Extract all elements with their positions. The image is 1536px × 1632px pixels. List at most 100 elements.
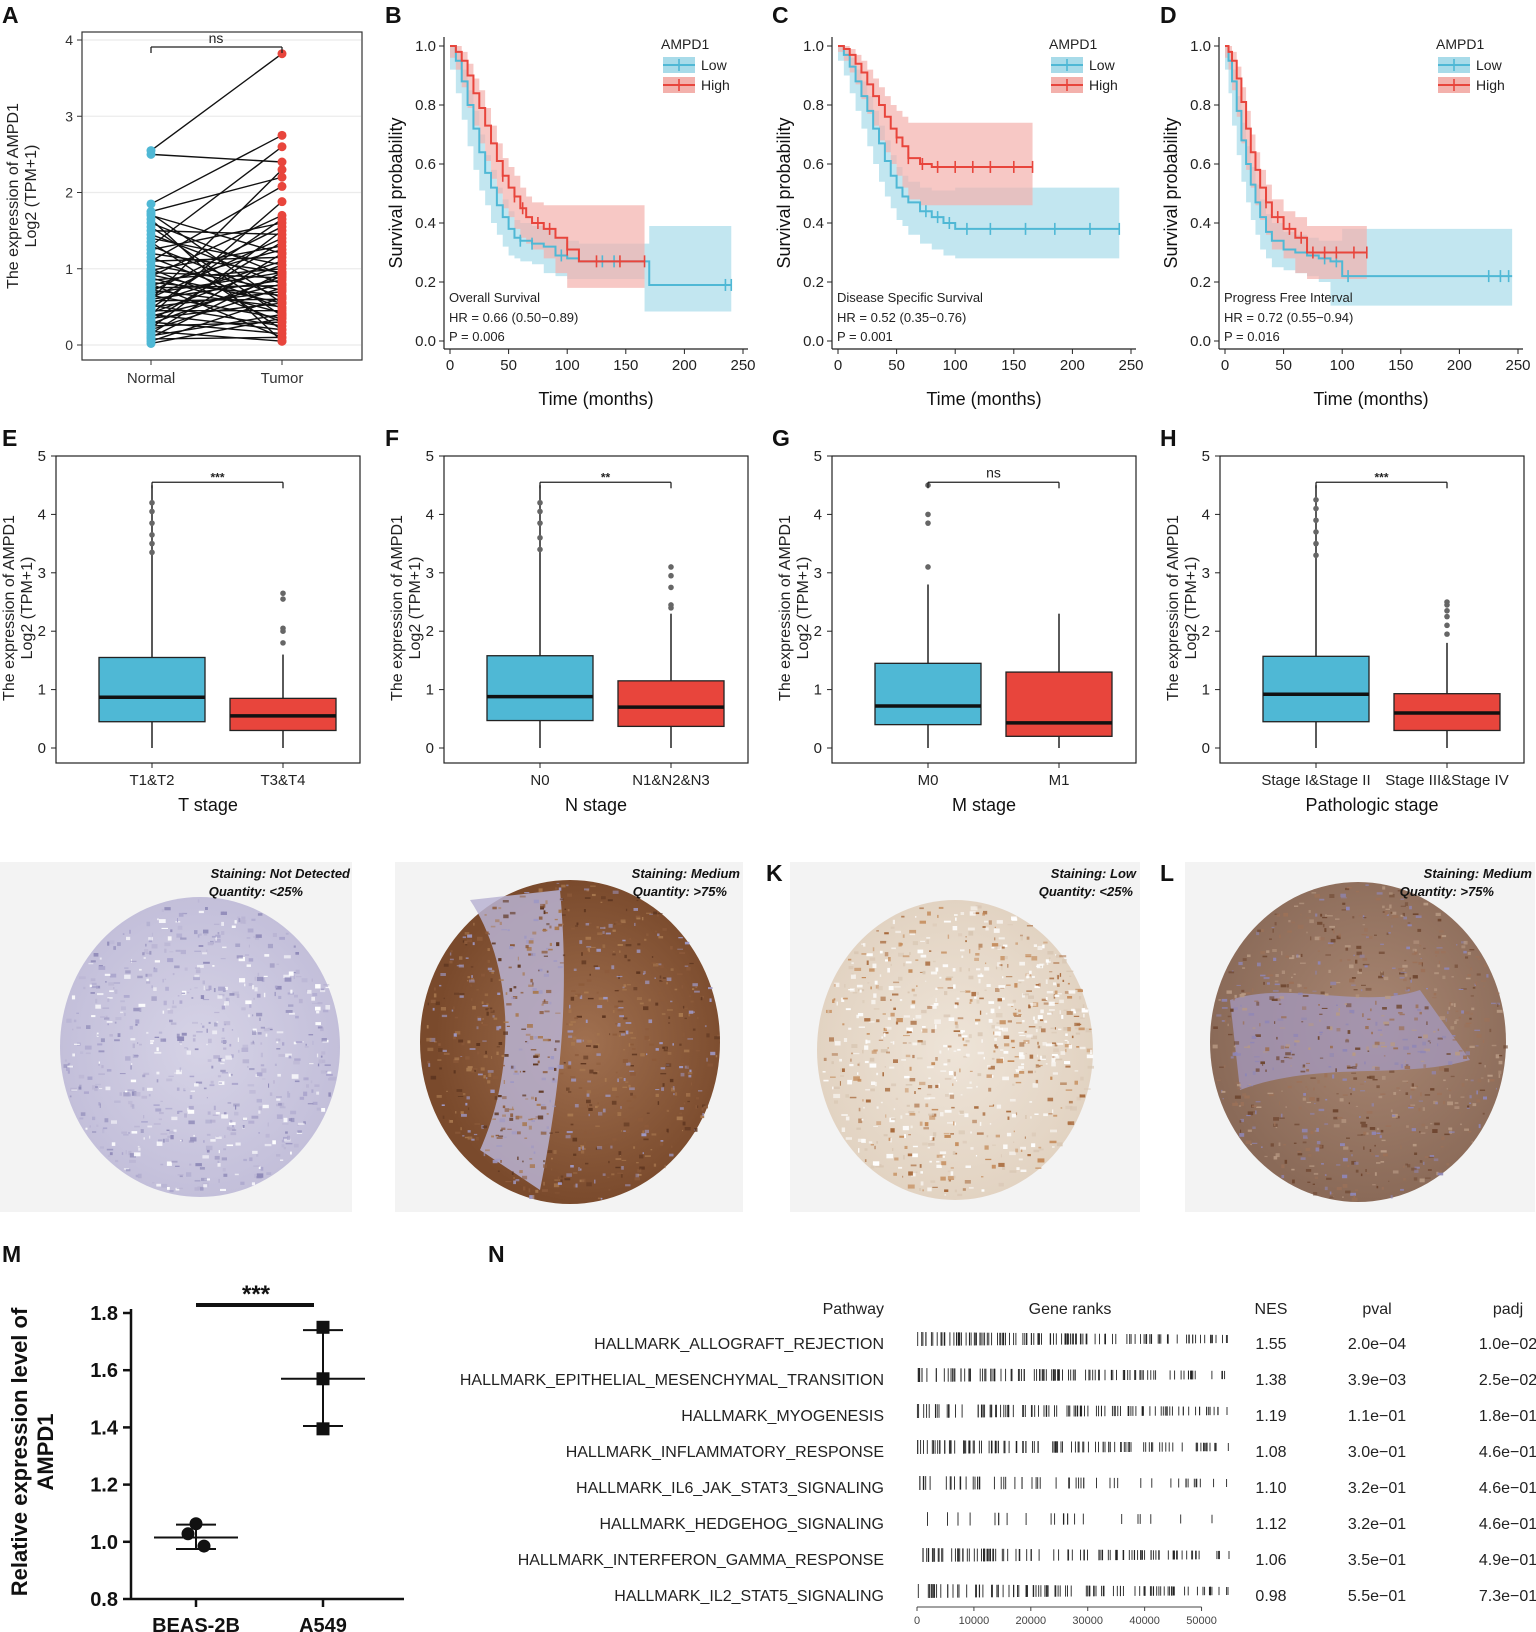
tissue-texture-mark [213, 923, 220, 925]
tissue-texture-mark [694, 990, 700, 993]
tissue-texture-mark [898, 942, 902, 947]
tissue-texture-mark [191, 997, 194, 999]
tissue-texture-mark [177, 1174, 184, 1176]
tissue-texture-mark [1288, 1057, 1293, 1060]
tissue-texture-mark [607, 1176, 610, 1178]
tissue-texture-mark [151, 985, 153, 989]
panel-label-a: A [2, 2, 19, 28]
tissue-texture-mark [496, 1137, 503, 1139]
panel-n-padj: 4.6e−01 [1479, 1480, 1536, 1497]
tissue-texture-mark [1433, 1030, 1436, 1033]
tissue-texture-mark [614, 990, 619, 992]
tissue-texture-mark [1298, 992, 1303, 995]
tissue-texture-mark [1264, 1020, 1270, 1024]
tissue-texture-mark [1045, 1063, 1048, 1065]
tissue-texture-mark [687, 1038, 693, 1040]
panel-label-n: N [488, 1241, 505, 1267]
panel-n-padj: 1.0e−02 [1479, 1336, 1536, 1353]
tissue-texture-mark [1459, 1112, 1461, 1114]
tissue-texture-mark [1269, 1093, 1275, 1096]
tissue-texture-mark [1068, 1100, 1073, 1104]
tissue-texture-mark [252, 1040, 254, 1044]
tissue-texture-mark [1247, 1085, 1253, 1087]
tissue-texture-mark [517, 964, 521, 968]
tissue-texture-mark [215, 1112, 220, 1115]
tissue-texture-mark [1419, 1011, 1422, 1015]
tissue-texture-mark [297, 1130, 302, 1134]
tissue-texture-mark [505, 1181, 512, 1183]
tissue-texture-mark [958, 933, 963, 937]
tissue-texture-mark [1039, 1019, 1044, 1022]
tissue-texture-mark [845, 1094, 849, 1098]
tissue-texture-mark [132, 1043, 135, 1049]
tissue-texture-mark [648, 998, 651, 1002]
tissue-texture-mark [1212, 1044, 1218, 1049]
tissue-texture-mark [582, 1146, 584, 1151]
tissue-texture-mark [465, 1102, 468, 1106]
tissue-texture-mark [1345, 1038, 1349, 1041]
tissue-texture-mark [320, 1070, 326, 1074]
panel-label-f: F [385, 425, 399, 451]
tissue-texture-mark [1391, 925, 1393, 928]
tissue-texture-mark [473, 922, 475, 926]
tissue-texture-mark [234, 920, 237, 924]
tissue-texture-mark [67, 1065, 73, 1068]
tissue-texture-mark [571, 1078, 577, 1082]
tissue-texture-mark [1498, 1070, 1502, 1075]
tissue-texture-mark [904, 1134, 906, 1139]
tissue-texture-mark [269, 1028, 273, 1031]
tissue-texture-mark [1068, 990, 1076, 994]
panel-n-pval: 5.5e−01 [1348, 1588, 1406, 1605]
panel-j-stroma [470, 890, 564, 1190]
tissue-texture-mark [912, 1042, 918, 1046]
tissue-texture-mark [146, 978, 149, 982]
tissue-texture-mark [1247, 1045, 1251, 1049]
tissue-texture-mark [830, 1076, 836, 1078]
tissue-texture-mark [306, 1084, 309, 1088]
tissue-texture-mark [841, 1127, 846, 1132]
tissue-texture-mark [555, 1131, 560, 1133]
tissue-texture-mark [283, 1117, 288, 1123]
tissue-texture-mark [1352, 916, 1355, 919]
panel-a-pair-line [150, 222, 283, 276]
tissue-texture-mark [525, 1033, 531, 1036]
tissue-texture-mark [552, 1077, 555, 1081]
tissue-texture-mark [910, 1020, 917, 1025]
tissue-texture-mark [1321, 1007, 1328, 1009]
tissue-texture-mark [672, 1086, 675, 1090]
tissue-texture-mark [984, 989, 987, 991]
tissue-texture-mark [1422, 1107, 1425, 1111]
tissue-texture-mark [871, 1050, 877, 1054]
tissue-texture-mark [1389, 904, 1392, 909]
tissue-texture-mark [257, 1032, 262, 1035]
tissue-texture-mark [496, 1026, 500, 1031]
tissue-texture-mark [1342, 1157, 1348, 1162]
tissue-texture-mark [1003, 1050, 1009, 1054]
tissue-texture-mark [1360, 1090, 1366, 1092]
tissue-texture-mark [994, 1038, 997, 1041]
tissue-texture-mark [884, 952, 889, 957]
tissue-texture-mark [595, 1125, 600, 1127]
tissue-texture-mark [212, 1114, 219, 1116]
tissue-texture-mark [541, 950, 548, 954]
tissue-texture-mark [1221, 1020, 1225, 1022]
tissue-texture-mark [129, 1159, 136, 1163]
tissue-texture-mark [688, 1074, 692, 1078]
tissue-texture-mark [858, 1026, 865, 1028]
tissue-texture-mark [1342, 1174, 1348, 1179]
tissue-texture-mark [283, 955, 291, 959]
panel-d-title: Progress Free Interval [1224, 290, 1353, 305]
tissue-texture-mark [1349, 978, 1355, 983]
tissue-texture-mark [1329, 1053, 1334, 1057]
tissue-texture-mark [834, 1100, 838, 1104]
tissue-texture-mark [1383, 1055, 1386, 1057]
tissue-texture-mark [221, 1072, 228, 1074]
tissue-texture-mark [973, 912, 980, 915]
tissue-texture-mark [1080, 1017, 1085, 1019]
tissue-texture-mark [1329, 1026, 1333, 1031]
tissue-texture-mark [1252, 1126, 1256, 1129]
tissue-texture-mark [1345, 947, 1349, 951]
tissue-texture-mark [932, 1186, 938, 1188]
tissue-texture-mark [586, 1093, 590, 1097]
tissue-texture-mark [612, 1087, 617, 1091]
